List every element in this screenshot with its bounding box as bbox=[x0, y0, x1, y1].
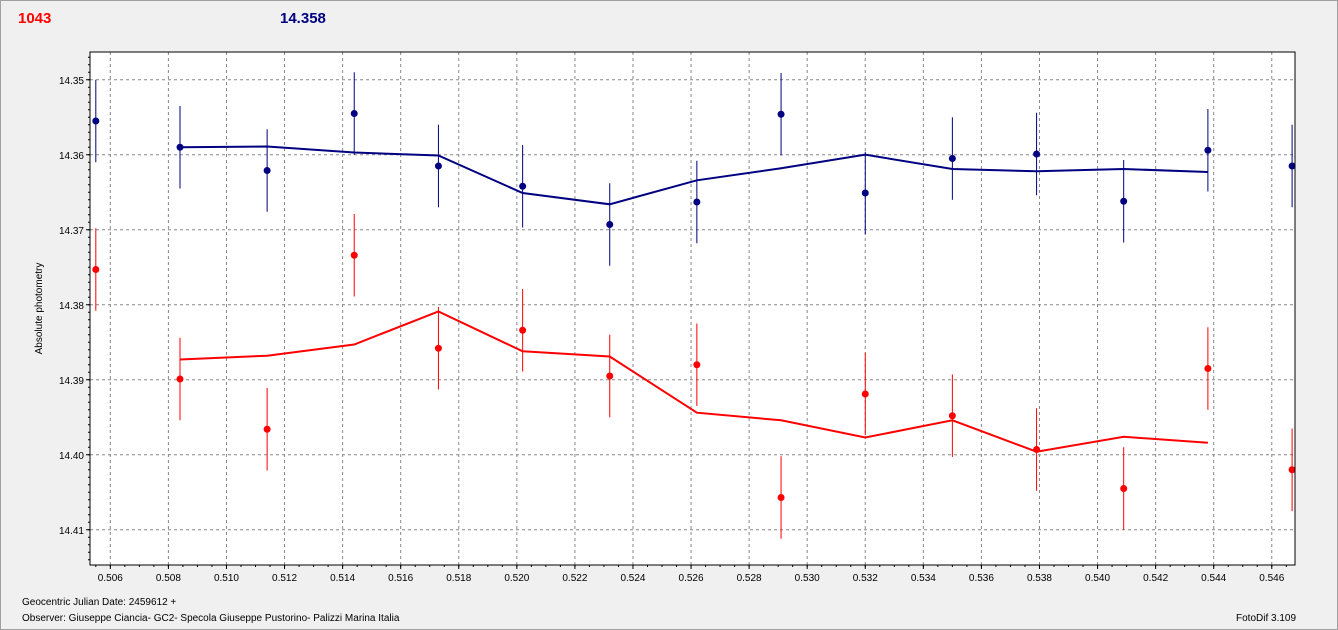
x-tick-label: 0.524 bbox=[620, 573, 645, 584]
x-tick-label: 0.520 bbox=[504, 573, 529, 584]
data-point bbox=[434, 344, 442, 352]
data-point bbox=[861, 390, 869, 398]
x-tick-label: 0.526 bbox=[679, 573, 704, 584]
data-point bbox=[1204, 146, 1212, 154]
x-tick-label: 0.516 bbox=[388, 573, 413, 584]
data-point bbox=[693, 198, 701, 206]
y-tick-label: 14.41 bbox=[59, 526, 84, 537]
data-point bbox=[92, 117, 100, 125]
data-point bbox=[350, 110, 358, 117]
red-series bbox=[92, 214, 1296, 539]
data-point bbox=[606, 372, 614, 380]
data-point bbox=[1120, 197, 1128, 205]
data-point bbox=[263, 425, 271, 433]
data-point bbox=[948, 412, 956, 420]
x-tick-label: 0.530 bbox=[795, 573, 820, 584]
data-point bbox=[948, 155, 956, 162]
x-tick-label: 0.538 bbox=[1027, 573, 1052, 584]
y-tick-label: 14.40 bbox=[59, 451, 84, 462]
data-point bbox=[1288, 466, 1296, 474]
data-point bbox=[606, 221, 614, 228]
series-layer bbox=[92, 72, 1296, 539]
data-point bbox=[434, 162, 442, 170]
data-point bbox=[777, 494, 785, 501]
x-tick-label: 0.518 bbox=[446, 573, 471, 584]
data-point bbox=[861, 189, 869, 197]
data-point bbox=[176, 375, 184, 383]
x-tick-label: 0.544 bbox=[1201, 573, 1226, 584]
y-tick-label: 14.38 bbox=[59, 301, 84, 312]
x-tick-label: 0.528 bbox=[737, 573, 762, 584]
x-tick-label: 0.512 bbox=[272, 573, 297, 584]
x-tick-label: 0.506 bbox=[98, 573, 123, 584]
data-point bbox=[777, 110, 785, 118]
data-point bbox=[519, 182, 527, 190]
y-tick-label: 14.39 bbox=[59, 376, 84, 387]
plot-border bbox=[89, 51, 1296, 566]
plot-area bbox=[90, 52, 1295, 565]
x-tick-label: 0.546 bbox=[1259, 573, 1284, 584]
y-tick-label: 14.36 bbox=[59, 151, 84, 162]
data-point bbox=[92, 266, 100, 273]
y-tick-label: 14.37 bbox=[59, 226, 84, 237]
x-tick-label: 0.514 bbox=[330, 573, 355, 584]
mean-magnitude-blue: 14.358 bbox=[280, 10, 326, 27]
y-axis: 14.35 14.36 14.37 14.38 14.39 14.40 14.41 bbox=[59, 56, 90, 561]
x-tick-label: 0.536 bbox=[969, 573, 994, 584]
y-axis-label: Absolute photometry bbox=[34, 263, 45, 355]
data-point bbox=[176, 143, 184, 151]
data-point bbox=[519, 326, 527, 334]
grid-lines bbox=[90, 52, 1295, 565]
data-point bbox=[693, 361, 701, 369]
x-tick-label: 0.522 bbox=[562, 573, 587, 584]
data-point bbox=[1033, 150, 1041, 158]
julian-date-label: Geocentric Julian Date: 2459612 + bbox=[22, 597, 177, 608]
x-tick-label: 0.532 bbox=[853, 573, 878, 584]
x-axis: 0.506 0.508 0.510 0.512 0.514 0.516 0.518 0.520… bbox=[95, 565, 1287, 584]
x-tick-label: 0.508 bbox=[156, 573, 181, 584]
blue-series bbox=[92, 72, 1296, 266]
software-version-label: FotoDif 3.109 bbox=[1236, 613, 1297, 624]
data-point bbox=[1120, 485, 1128, 492]
data-point bbox=[263, 167, 271, 174]
y-tick-label: 14.35 bbox=[59, 76, 84, 87]
x-tick-label: 0.542 bbox=[1143, 573, 1168, 584]
x-tick-label: 0.534 bbox=[911, 573, 936, 584]
x-tick-label: 0.510 bbox=[214, 573, 239, 584]
data-point bbox=[350, 251, 358, 259]
observer-label: Observer: Giuseppe Ciancia- GC2- Specola… bbox=[22, 613, 400, 624]
data-point bbox=[1033, 446, 1041, 453]
data-point bbox=[1288, 162, 1296, 170]
data-point bbox=[1204, 365, 1212, 372]
x-tick-label: 0.540 bbox=[1085, 573, 1110, 584]
comparison-value-red: 1043 bbox=[18, 10, 52, 27]
